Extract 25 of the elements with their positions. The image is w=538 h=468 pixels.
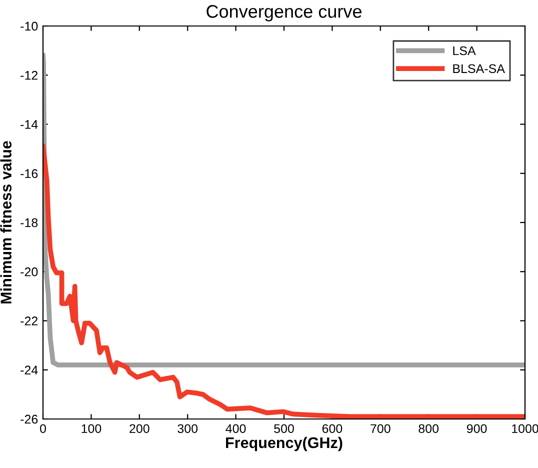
x-tick-label: 200 xyxy=(130,424,150,434)
x-axis-title: Frequency(GHz) xyxy=(226,436,342,452)
x-tick-label: 400 xyxy=(226,424,246,434)
y-axis-title: Minimum fitness value xyxy=(0,141,12,304)
y-tick-label: -16 xyxy=(20,169,38,178)
legend-label: LSA xyxy=(453,46,476,56)
x-tick-label: 800 xyxy=(418,424,439,434)
x-tick-label: 900 xyxy=(466,424,487,434)
x-tick-label: 500 xyxy=(274,424,294,434)
chart-title: Convergence curve xyxy=(206,5,362,22)
legend-label: BLSA-SA xyxy=(453,64,505,74)
y-tick-label: -12 xyxy=(20,70,38,80)
y-tick-label: -18 xyxy=(20,218,38,228)
y-tick-label: -14 xyxy=(20,120,38,129)
y-tick-label: -26 xyxy=(20,414,38,424)
y-tick-label: -10 xyxy=(20,22,38,31)
x-tick-label: 0 xyxy=(40,424,46,434)
y-tick-label: -24 xyxy=(20,366,38,374)
x-tick-label: 600 xyxy=(322,424,342,434)
x-tick-label: 300 xyxy=(178,424,198,434)
y-tick-label: -20 xyxy=(20,267,38,276)
y-tick-label: -22 xyxy=(20,316,38,326)
x-tick-label: 100 xyxy=(82,424,102,434)
x-tick-label: 1000 xyxy=(512,424,538,434)
x-tick-label: 700 xyxy=(370,424,390,434)
